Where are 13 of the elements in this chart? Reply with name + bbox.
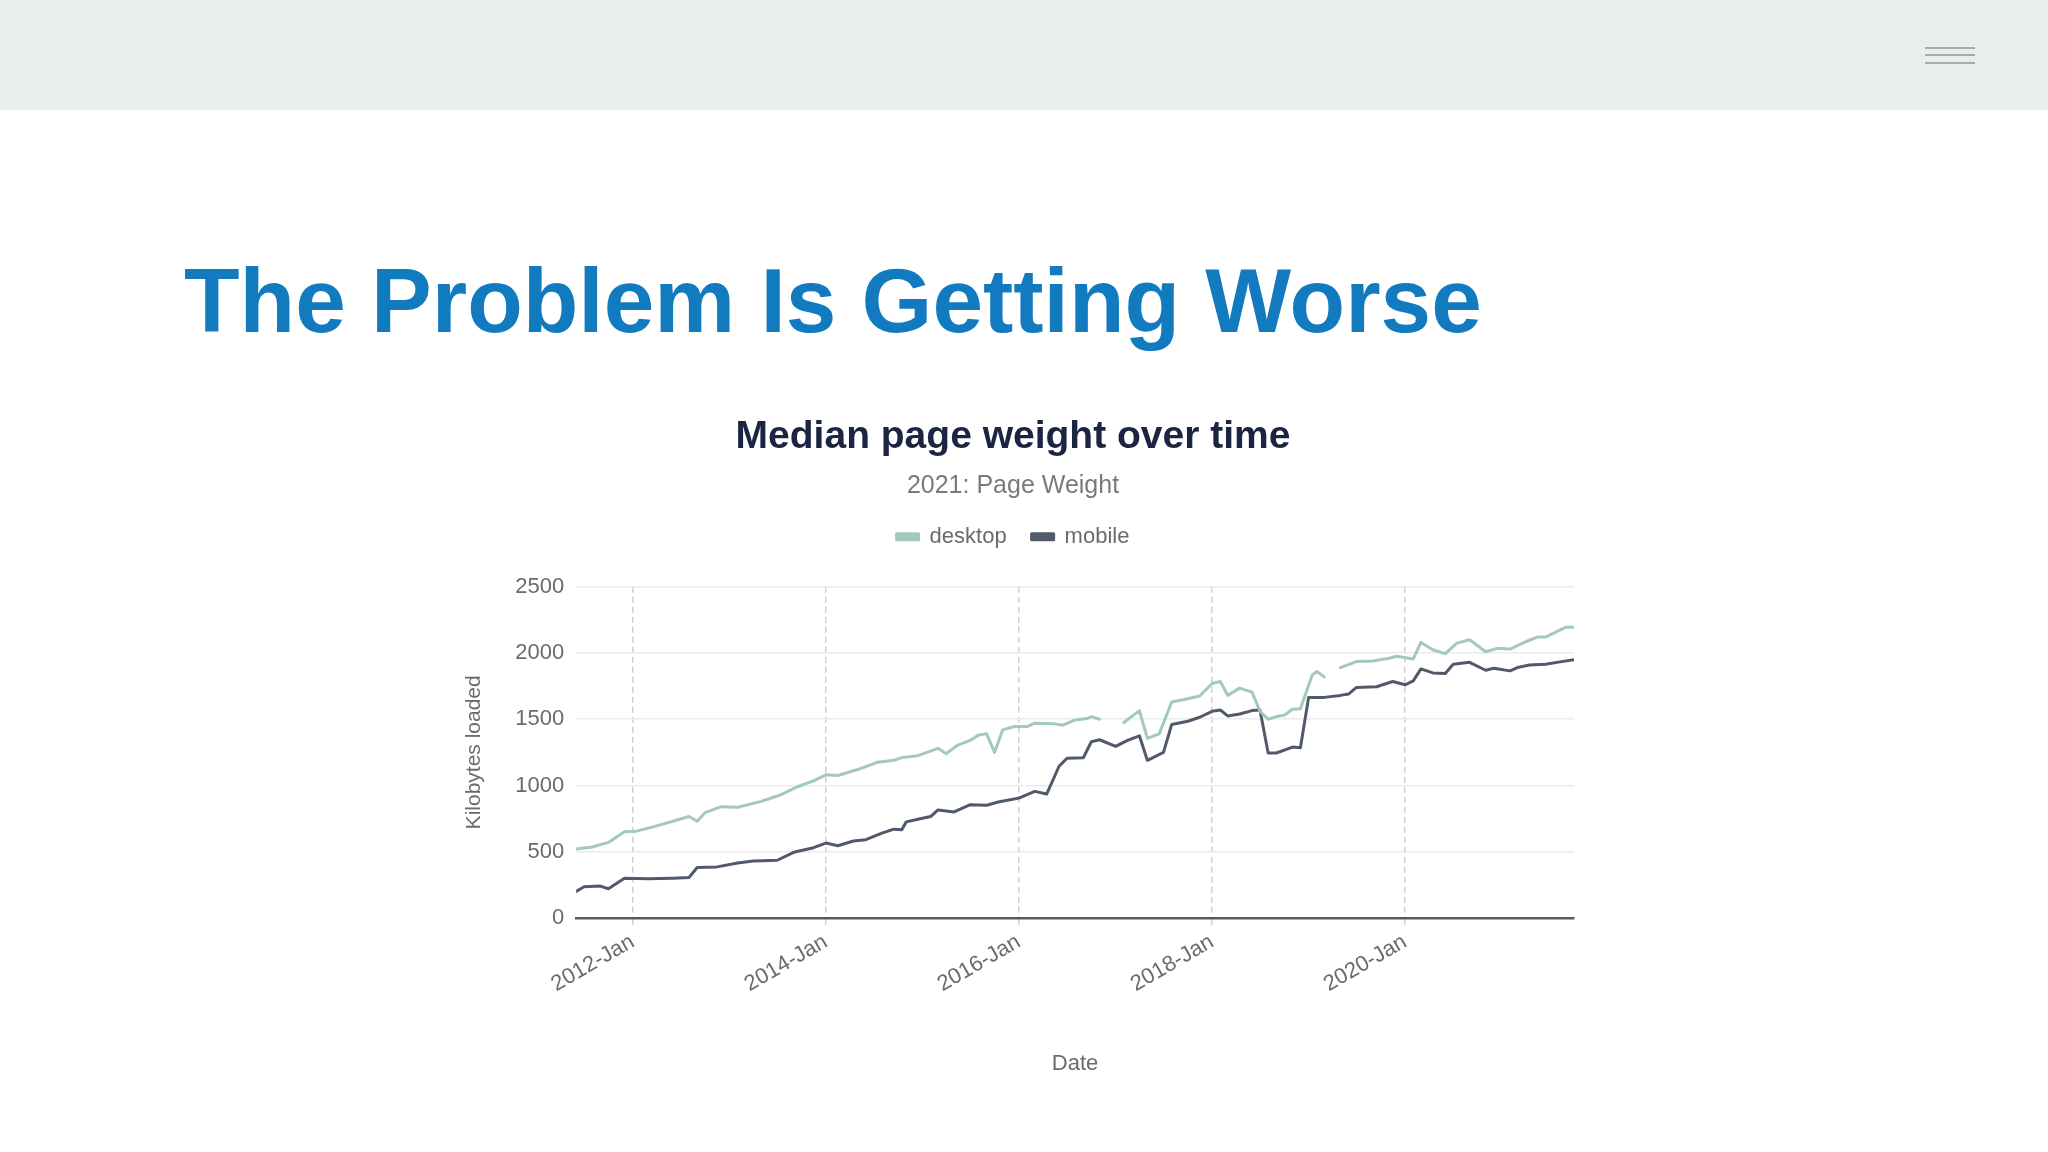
y-tick-label: 1000 <box>515 771 565 797</box>
text: The Problem Is Getting Worse <box>184 250 1482 351</box>
chart-title: Median page weight over time <box>735 413 1291 457</box>
y-axis-title: Kilobytes loaded <box>461 675 485 830</box>
legend-label: mobile <box>1064 522 1130 548</box>
y-tick-label: 2500 <box>515 572 565 598</box>
chart-subtitle: 2021: Page Weight <box>906 469 1120 498</box>
legend-label: desktop <box>929 522 1007 548</box>
y-tick-label: 2000 <box>515 639 565 665</box>
y-tick-label: 500 <box>527 837 565 863</box>
y-tick-label: 0 <box>551 903 565 929</box>
y-tick-label: 1500 <box>515 705 565 731</box>
x-axis-title: Date <box>1051 1049 1099 1075</box>
